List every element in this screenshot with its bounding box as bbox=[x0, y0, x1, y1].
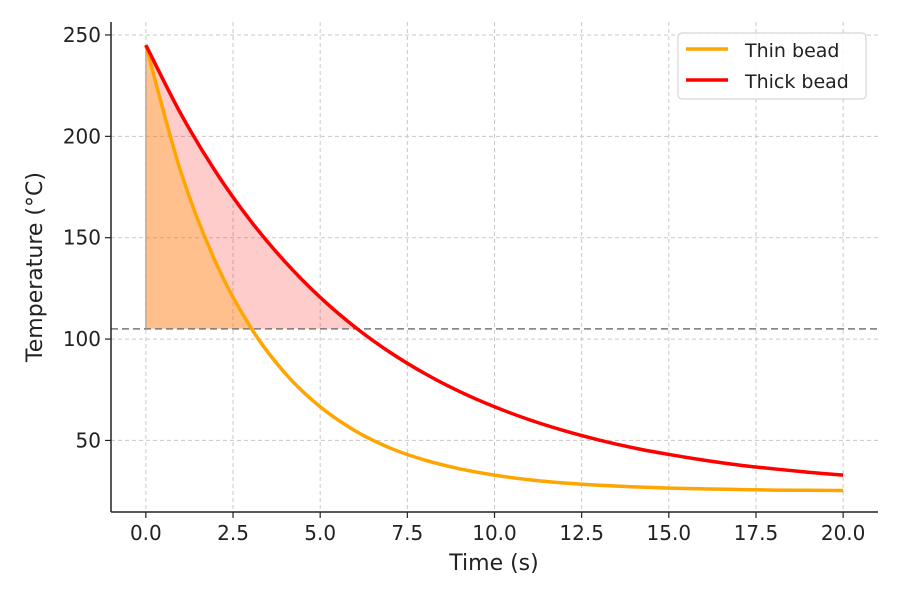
x-tick-label: 10.0 bbox=[472, 521, 517, 545]
x-tick-label: 20.0 bbox=[821, 521, 866, 545]
legend: Thin bead Thick bead bbox=[677, 32, 867, 100]
x-tick-label: 2.5 bbox=[217, 521, 249, 545]
thick-bead-line bbox=[144, 44, 844, 477]
x-tick-label: 7.5 bbox=[391, 521, 423, 545]
thin-bead-line bbox=[144, 44, 844, 493]
y-tick-label: 50 bbox=[76, 428, 101, 452]
legend-label-thick: Thick bead bbox=[744, 71, 849, 93]
fills bbox=[145, 45, 844, 329]
y-axis-label: Temperature (°C) bbox=[23, 172, 48, 363]
axes: 0.0 2.5 5.0 7.5 10.0 12.5 15.0 17.5 20.0 50 100 150… bbox=[63, 22, 878, 545]
series-lines bbox=[111, 44, 878, 493]
y-tick-label: 100 bbox=[63, 327, 101, 351]
x-tick-label: 0.0 bbox=[130, 521, 162, 545]
x-tick-label: 15.0 bbox=[647, 521, 692, 545]
x-tick-label: 5.0 bbox=[304, 521, 336, 545]
grid bbox=[111, 22, 878, 512]
thin-bead-fill bbox=[145, 45, 844, 329]
legend-label-thin: Thin bead bbox=[744, 40, 839, 62]
y-tick-label: 250 bbox=[63, 23, 101, 47]
x-axis-label: Time (s) bbox=[448, 551, 538, 576]
x-tick-label: 12.5 bbox=[559, 521, 604, 545]
x-tick-label: 17.5 bbox=[734, 521, 779, 545]
y-tick-label: 200 bbox=[63, 124, 101, 148]
y-tick-label: 150 bbox=[63, 226, 101, 250]
thick-bead-fill bbox=[145, 45, 844, 329]
